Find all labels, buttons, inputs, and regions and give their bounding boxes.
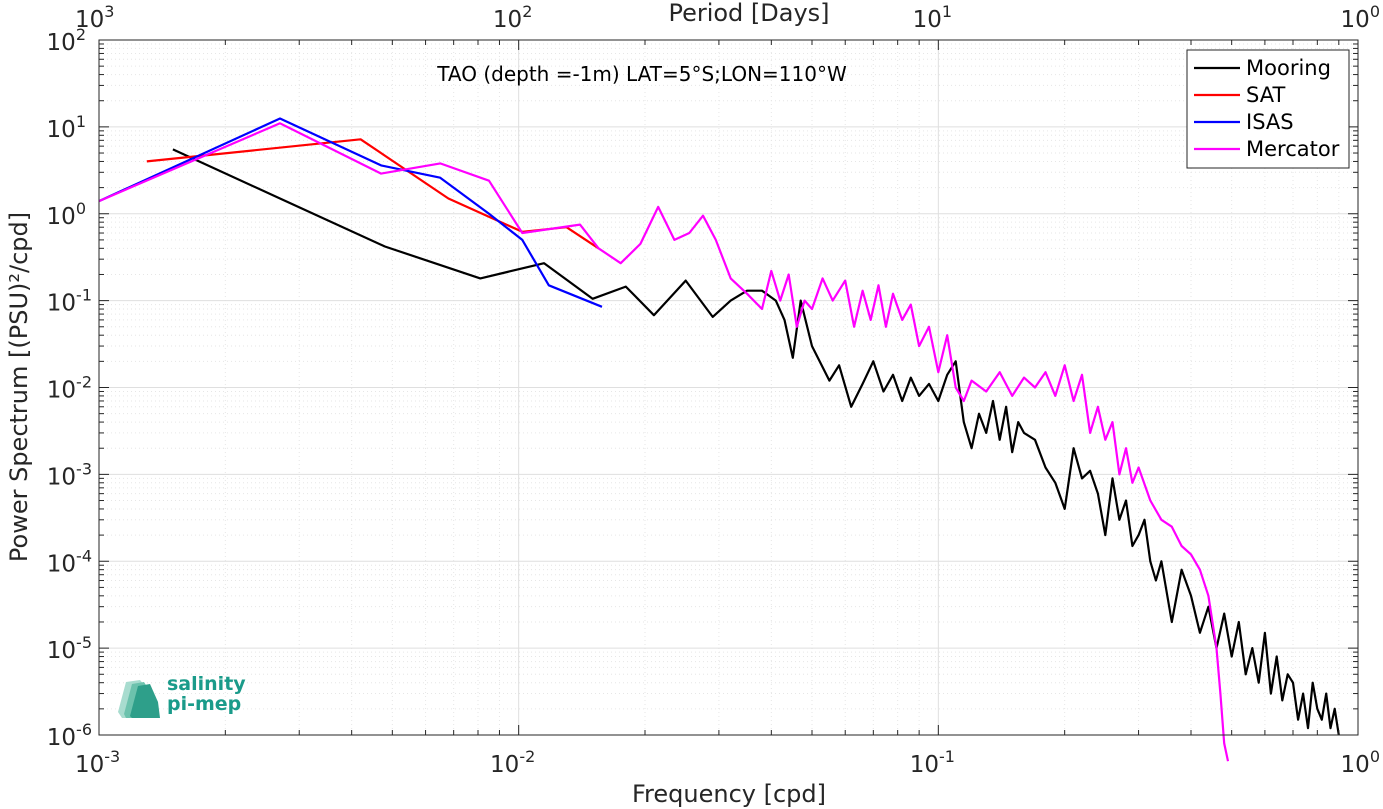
legend-label-isas: ISAS bbox=[1246, 110, 1294, 134]
chart-title: TAO (depth =-1m) LAT=5°S;LON=110°W bbox=[436, 62, 847, 86]
legend-label-sat: SAT bbox=[1246, 83, 1285, 107]
major-grid bbox=[98, 39, 1359, 736]
legend: Mooring SAT ISAS Mercator bbox=[1186, 49, 1350, 169]
legend-label-mercator: Mercator bbox=[1246, 137, 1340, 161]
x-tick-label: 10-3 bbox=[75, 747, 120, 778]
y-tick-label: 10-4 bbox=[47, 546, 92, 577]
top-tick-label: 102 bbox=[493, 2, 532, 33]
y-tick-label: 10-1 bbox=[47, 286, 92, 317]
series-line-sat bbox=[146, 138, 600, 250]
top-axis-label: Period [Days] bbox=[668, 0, 829, 27]
y-axis-label: Power Spectrum [(PSU)²/cpd] bbox=[5, 212, 33, 562]
y-tick-label: 10-2 bbox=[47, 373, 92, 404]
logo-line-1: salinity bbox=[167, 673, 246, 695]
y-tick-label: 102 bbox=[47, 25, 86, 56]
series-line-mooring bbox=[172, 148, 1340, 736]
series-lines bbox=[98, 117, 1340, 762]
y-tick-label: 10-6 bbox=[47, 720, 92, 751]
x-tick-label: 100 bbox=[1341, 747, 1380, 778]
axis-ticks bbox=[98, 39, 1359, 736]
logo-text: salinity pi-mep bbox=[167, 674, 246, 714]
y-tick-label: 10-5 bbox=[47, 633, 92, 664]
logo-line-2: pi-mep bbox=[167, 693, 242, 715]
y-tick-label: 10-3 bbox=[47, 459, 92, 490]
x-axis-label: Frequency [cpd] bbox=[632, 780, 826, 808]
top-tick-label: 101 bbox=[913, 2, 952, 33]
top-tick-label: 103 bbox=[75, 2, 114, 33]
y-tick-label: 101 bbox=[47, 112, 86, 143]
x-tick-label: 10-2 bbox=[490, 747, 535, 778]
series-line-mercator bbox=[98, 122, 1230, 762]
x-tick-label: 10-1 bbox=[910, 747, 955, 778]
y-tick-label: 100 bbox=[47, 199, 86, 230]
series-line-isas bbox=[98, 117, 603, 308]
top-tick-label: 100 bbox=[1341, 2, 1380, 33]
salinity-pi-mep-logo bbox=[118, 680, 160, 718]
legend-label-mooring: Mooring bbox=[1246, 56, 1331, 80]
